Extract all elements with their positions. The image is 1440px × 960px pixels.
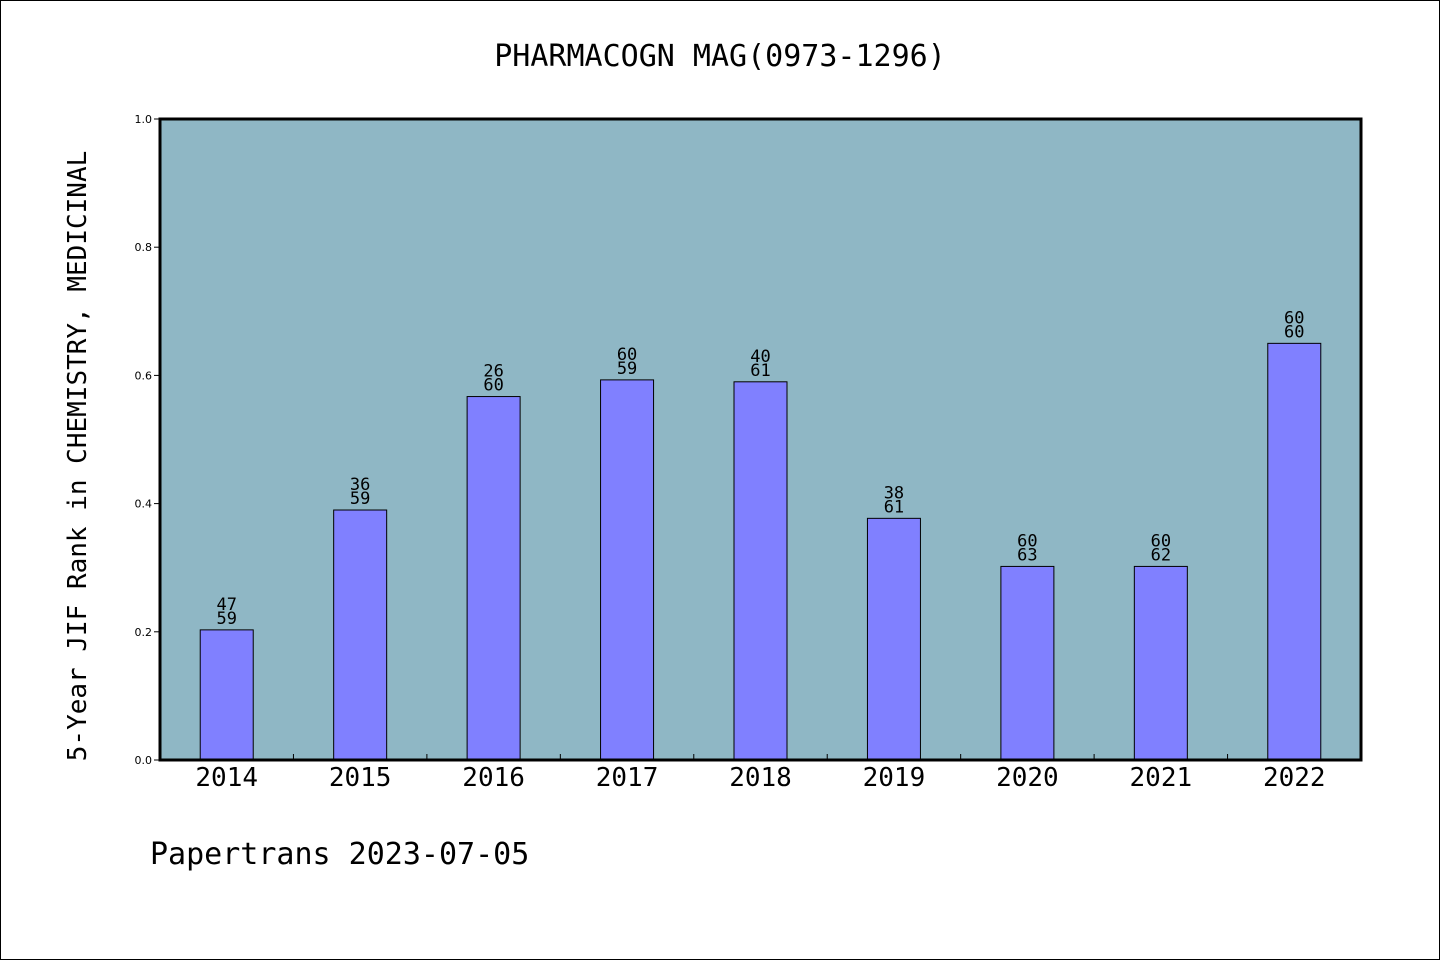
bar-label-bottom: 59 (617, 359, 637, 379)
bar-label-top: 60 (1284, 308, 1304, 328)
bar-label-bottom: 63 (1017, 545, 1037, 565)
bar-2016 (466, 396, 521, 761)
y-tick-label: 0.0 (135, 754, 153, 767)
plot-border (158, 117, 1363, 762)
x-tick-label: 2014 (195, 763, 258, 793)
y-tick-label: 0.6 (135, 369, 153, 382)
y-tick-label: 0.2 (135, 626, 153, 639)
bar-label-top: 47 (216, 595, 236, 615)
y-axis-label: 5-Year JIF Rank in CHEMISTRY, MEDICINAL (63, 151, 93, 761)
x-axis: 2014 2015 2016 2017 2018 2019 2020 2021 2022 (195, 754, 1326, 793)
x-tick-label: 2020 (996, 763, 1059, 793)
x-tick-label: 2022 (1263, 763, 1326, 793)
bar-2015 (333, 509, 388, 761)
y-tick-label: 0.4 (135, 498, 153, 511)
y-tick-label: 1.0 (135, 113, 153, 126)
bar-label-bottom: 60 (483, 376, 503, 396)
bar-label-bottom: 60 (1284, 322, 1304, 342)
bar-label-top: 60 (617, 345, 637, 365)
bar-2021 (1133, 565, 1188, 761)
bar-label-bottom: 62 (1151, 545, 1171, 565)
x-tick-label: 2021 (1130, 763, 1193, 793)
x-tick-label: 2019 (863, 763, 926, 793)
y-axis: 0.0 0.2 0.4 0.6 0.8 1.0 (135, 113, 160, 767)
footer-text: Papertrans 2023-07-05 (150, 837, 529, 872)
bar-label-top: 40 (750, 347, 770, 367)
bar-label-bottom: 59 (350, 489, 370, 509)
bar-2022 (1267, 342, 1322, 761)
bar-label-bottom: 59 (216, 609, 236, 629)
bar-label-top: 36 (350, 475, 370, 495)
bar-label-top: 26 (483, 362, 503, 382)
bar-2018 (733, 381, 788, 761)
bar-2019 (866, 517, 921, 761)
bar-label-bottom: 61 (750, 361, 770, 381)
x-tick-label: 2018 (729, 763, 792, 793)
bar-label-bottom: 61 (884, 497, 904, 517)
y-tick-label: 0.8 (135, 241, 153, 254)
bar-label-top: 60 (1151, 531, 1171, 551)
bar-2014 (199, 629, 254, 761)
bar-label-top: 38 (884, 483, 904, 503)
x-tick-label: 2016 (462, 763, 525, 793)
chart-title: PHARMACOGN MAG(0973-1296) (494, 39, 946, 74)
bar-label-top: 60 (1017, 531, 1037, 551)
x-tick-label: 2017 (596, 763, 659, 793)
x-tick-label: 2015 (329, 763, 392, 793)
bar-2017 (600, 379, 655, 761)
bar-2020 (1000, 565, 1055, 761)
